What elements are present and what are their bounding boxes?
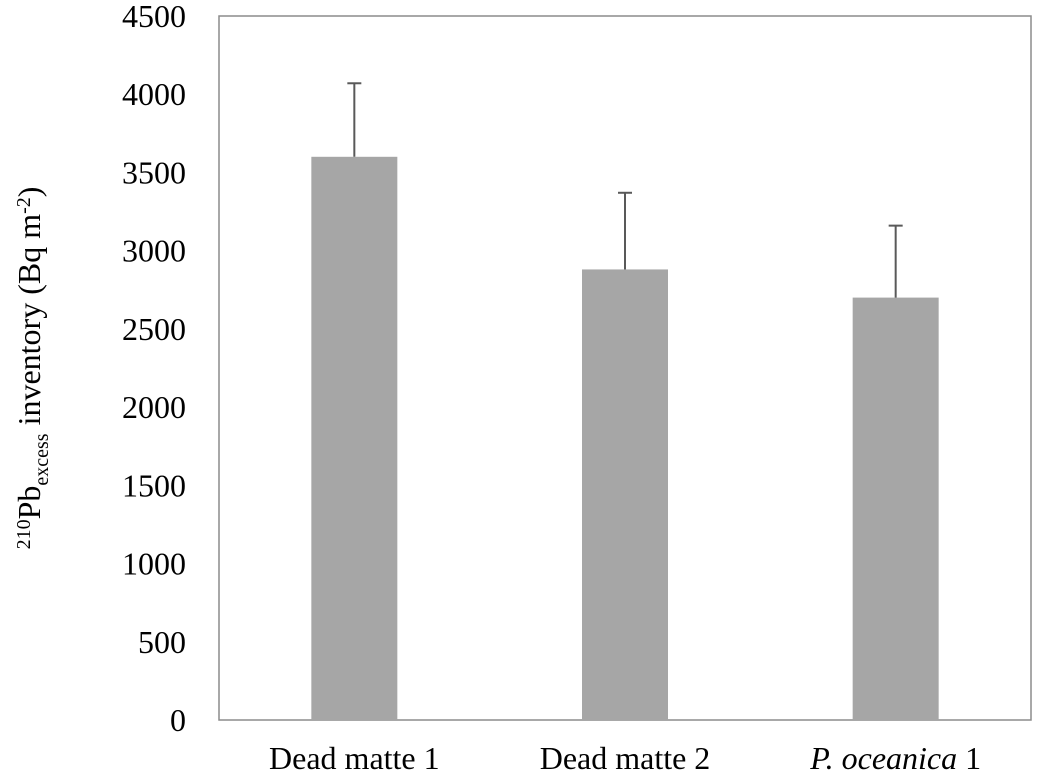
y-tick-label: 4000 <box>122 76 186 112</box>
y-tick-label: 0 <box>170 702 186 738</box>
x-category-label: Dead matte 2 <box>540 740 711 774</box>
error-bar <box>618 191 632 270</box>
y-axis-label: 210Pbexcess inventory (Bq m-2) <box>11 187 53 550</box>
error-bar <box>347 82 362 157</box>
bars <box>311 156 939 721</box>
y-tick-label: 3500 <box>122 154 186 190</box>
y-tick-label: 500 <box>138 624 186 660</box>
y-axis-ticks: 0 500 1000 1500 2000 2500 3000 3500 4000 4500 <box>122 0 186 738</box>
y-tick-label: 2500 <box>122 311 186 347</box>
y-tick-label: 1000 <box>122 546 186 582</box>
error-bar <box>888 224 903 298</box>
y-tick-label: 1500 <box>122 467 186 503</box>
y-tick-label: 3000 <box>122 233 186 269</box>
x-category-label: Dead matte 1 <box>269 740 440 774</box>
bar <box>582 269 668 720</box>
x-category-label: P. oceanica 1 <box>809 740 981 774</box>
x-axis-labels: Dead matte 1 Dead matte 2 P. oceanica 1 <box>269 740 981 774</box>
bar <box>311 156 398 721</box>
y-tick-label: 2000 <box>122 389 186 425</box>
error-bars <box>347 82 903 298</box>
y-tick-label: 4500 <box>122 0 186 34</box>
bar <box>852 297 939 720</box>
